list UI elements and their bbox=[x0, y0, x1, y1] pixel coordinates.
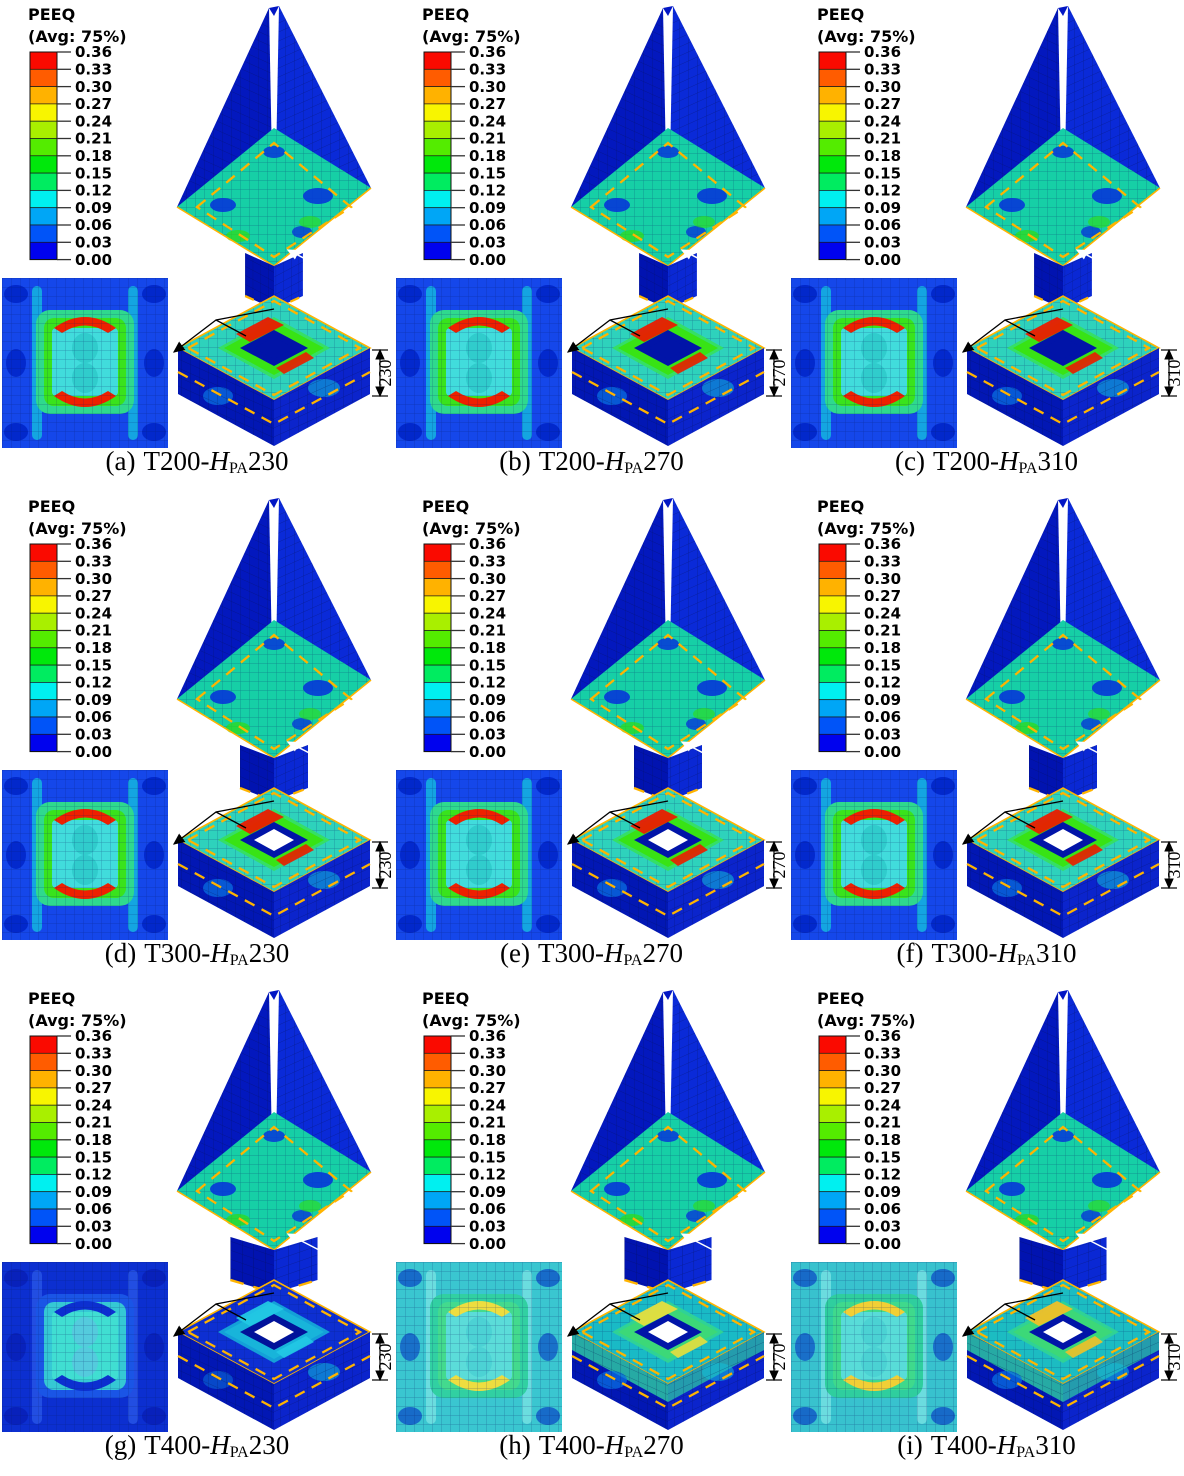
die-height-dimension: 230 bbox=[372, 348, 394, 398]
panel-caption: (e) T300-HPA270 bbox=[500, 938, 683, 969]
die-height-label: 310 bbox=[1164, 1344, 1183, 1371]
die-3d-view bbox=[572, 296, 764, 446]
plan-2d-view bbox=[2, 770, 168, 940]
peeq-legend bbox=[422, 989, 521, 1253]
leader-lines bbox=[172, 1292, 275, 1337]
panel-caption: (i) T400-HPA310 bbox=[897, 1430, 1076, 1461]
column-3d-view bbox=[177, 6, 371, 309]
punch-width-label: 300 bbox=[701, 725, 730, 751]
punch-width-label: 300 bbox=[307, 725, 336, 751]
die-height-dimension: 310 bbox=[1161, 840, 1183, 890]
die-height-dimension: 230 bbox=[372, 840, 394, 890]
column-3d-view bbox=[966, 990, 1160, 1293]
panel-caption: (a) T200-HPA230 bbox=[105, 446, 289, 477]
column-3d-view bbox=[571, 498, 765, 801]
leader-lines bbox=[961, 308, 1064, 353]
die-height-dimension: 270 bbox=[766, 1332, 788, 1382]
die-height-dimension: 270 bbox=[766, 840, 788, 890]
die-height-label: 270 bbox=[769, 360, 788, 387]
die-height-dimension: 230 bbox=[372, 1332, 394, 1382]
die-height-label: 270 bbox=[769, 1344, 788, 1371]
column-3d-view bbox=[177, 990, 371, 1293]
die-height-label: 230 bbox=[375, 360, 394, 387]
peeq-legend bbox=[28, 497, 127, 761]
panel-f: 300 310 (f) T300-HPA310 bbox=[789, 492, 1184, 984]
die-3d-view bbox=[967, 1280, 1159, 1430]
panel-a: 200 230 (a) T200-HPA230 bbox=[0, 0, 394, 492]
panel-g: 400 230 (g) T400-HPA230 bbox=[0, 984, 394, 1476]
peeq-legend bbox=[817, 5, 916, 269]
die-height-dimension: 310 bbox=[1161, 348, 1183, 398]
column-3d-view bbox=[966, 6, 1160, 309]
peeq-legend bbox=[28, 989, 127, 1253]
panel-caption: (d) T300-HPA230 bbox=[104, 938, 290, 969]
panel-caption: (c) T200-HPA310 bbox=[895, 446, 1078, 477]
peeq-legend bbox=[422, 497, 521, 761]
punch-width-label: 300 bbox=[1096, 725, 1125, 751]
panel-c: 200 310 (c) T200-HPA310 bbox=[789, 0, 1184, 492]
panel-caption: (h) T400-HPA270 bbox=[499, 1430, 684, 1461]
panel-h: 400 270 (h) T400-HPA270 bbox=[394, 984, 789, 1476]
die-3d-view bbox=[572, 1280, 764, 1430]
column-3d-view bbox=[571, 6, 765, 309]
peeq-legend bbox=[422, 5, 521, 269]
plan-2d-view bbox=[2, 278, 168, 448]
plan-2d-view bbox=[791, 278, 957, 448]
leader-lines bbox=[566, 308, 669, 353]
panel-b: 200 270 (b) T200-HPA270 bbox=[394, 0, 789, 492]
column-3d-view bbox=[966, 498, 1160, 801]
panel-d: 300 230 (d) T300-HPA230 bbox=[0, 492, 394, 984]
panel-caption: (f) T300-HPA310 bbox=[896, 938, 1077, 969]
plan-2d-view bbox=[396, 770, 562, 940]
leader-lines bbox=[566, 800, 669, 845]
panel-i: 400 310 (i) T400-HPA310 bbox=[789, 984, 1184, 1476]
peeq-legend bbox=[817, 989, 916, 1253]
die-height-label: 230 bbox=[375, 852, 394, 879]
die-height-label: 310 bbox=[1164, 852, 1183, 879]
leader-lines bbox=[172, 308, 275, 353]
panel-caption: (b) T200-HPA270 bbox=[499, 446, 684, 477]
leader-lines bbox=[566, 1292, 669, 1337]
die-height-label: 310 bbox=[1164, 360, 1183, 387]
plan-2d-view bbox=[396, 1262, 562, 1432]
leader-lines bbox=[961, 800, 1064, 845]
plan-2d-view bbox=[396, 278, 562, 448]
column-3d-view bbox=[177, 498, 371, 801]
punch-width-label: 200 bbox=[1096, 233, 1125, 259]
leader-lines bbox=[961, 1292, 1064, 1337]
die-height-label: 270 bbox=[769, 852, 788, 879]
die-3d-view bbox=[178, 1280, 370, 1430]
die-3d-view bbox=[178, 296, 370, 446]
die-height-label: 230 bbox=[375, 1344, 394, 1371]
punch-width-label: 200 bbox=[307, 233, 336, 259]
plan-2d-view bbox=[2, 1262, 168, 1432]
die-height-dimension: 310 bbox=[1161, 1332, 1183, 1382]
die-3d-view bbox=[178, 788, 370, 938]
panel-caption: (g) T400-HPA230 bbox=[104, 1430, 290, 1461]
leader-lines bbox=[172, 800, 275, 845]
punch-width-label: 200 bbox=[701, 233, 730, 259]
peeq-legend bbox=[28, 5, 127, 269]
die-3d-view bbox=[572, 788, 764, 938]
plan-2d-view bbox=[791, 770, 957, 940]
die-3d-view bbox=[967, 296, 1159, 446]
panel-e: 300 270 (e) T300-HPA270 bbox=[394, 492, 789, 984]
plan-2d-view bbox=[791, 1262, 957, 1432]
peeq-legend bbox=[817, 497, 916, 761]
die-3d-view bbox=[967, 788, 1159, 938]
die-height-dimension: 270 bbox=[766, 348, 788, 398]
column-3d-view bbox=[571, 990, 765, 1293]
